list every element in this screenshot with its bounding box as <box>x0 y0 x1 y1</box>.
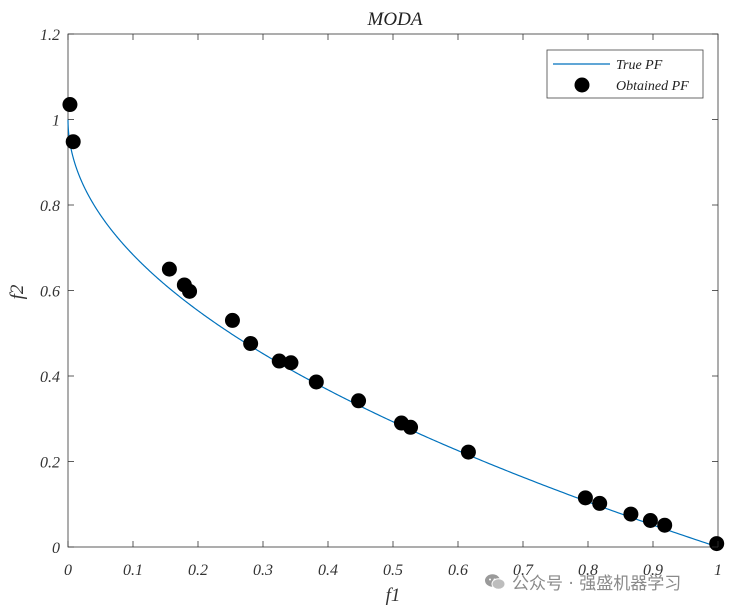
watermark-text: 公众号 · 强盛机器学习 <box>512 574 682 594</box>
obtained-pf-point <box>642 512 658 528</box>
legend-entry-true-pf: True PF <box>616 58 663 73</box>
legend-marker-sample <box>574 77 590 93</box>
y-tick-label: 0.6 <box>40 284 60 301</box>
y-tick-label: 0.4 <box>40 369 60 386</box>
legend: True PF Obtained PF <box>546 49 704 99</box>
x-axis-label: f1 <box>386 585 401 606</box>
obtained-pf-point <box>182 283 198 299</box>
plot-area <box>62 33 725 552</box>
y-tick-label: 0.8 <box>40 198 60 215</box>
legend-entry-obtained-pf: Obtained PF <box>616 79 689 94</box>
obtained-pf-point <box>224 312 240 328</box>
y-tick-label: 0.2 <box>40 455 60 472</box>
obtained-pf-point <box>709 536 725 552</box>
obtained-pf-point <box>592 495 608 511</box>
watermark: 公众号 · 强盛机器学习 <box>484 569 681 594</box>
x-tick-label: 0.9 <box>643 562 663 579</box>
x-tick-label: 0.4 <box>318 562 338 579</box>
x-tick-label: 1 <box>714 562 722 579</box>
y-tick-label: 1.2 <box>40 27 60 44</box>
obtained-pf-point <box>403 419 419 435</box>
x-tick-label: 0.1 <box>123 562 143 579</box>
y-axis-label: f2 <box>7 284 28 299</box>
y-tick-label: 0 <box>52 540 60 557</box>
obtained-pf-point <box>460 444 476 460</box>
obtained-pf-point <box>65 134 81 150</box>
obtained-pf-point <box>243 336 259 352</box>
x-axis: 0 0.1 0.2 0.3 0.4 0.5 0.6 0.7 0.8 0.9 1 <box>64 34 722 579</box>
obtained-pf-point <box>161 261 177 277</box>
x-tick-label: 0 <box>64 562 72 579</box>
legend-box <box>546 49 704 99</box>
x-tick-label: 0.7 <box>513 562 534 579</box>
obtained-pf-point <box>62 97 78 113</box>
chart-title: MODA <box>367 9 423 30</box>
obtained-pf-point <box>271 353 287 369</box>
x-tick-label: 0.3 <box>253 562 273 579</box>
x-tick-label: 0.8 <box>578 562 598 579</box>
obtained-pf-point <box>623 506 639 522</box>
obtained-pf-point <box>351 393 367 409</box>
obtained-pf-point <box>577 490 593 506</box>
x-tick-label: 0.6 <box>448 562 468 579</box>
true-pf-line <box>67 119 719 548</box>
x-tick-label: 0.2 <box>188 562 208 579</box>
obtained-pf-point <box>308 374 324 390</box>
plot-frame <box>67 33 719 548</box>
y-axis: 0 0.2 0.4 0.6 0.8 1 1.2 <box>40 27 718 557</box>
x-tick-label: 0.5 <box>383 562 403 579</box>
y-tick-label: 1 <box>52 113 60 130</box>
obtained-pf-point <box>283 355 299 371</box>
wechat-icon <box>485 573 506 590</box>
obtained-pf-point <box>657 517 673 533</box>
